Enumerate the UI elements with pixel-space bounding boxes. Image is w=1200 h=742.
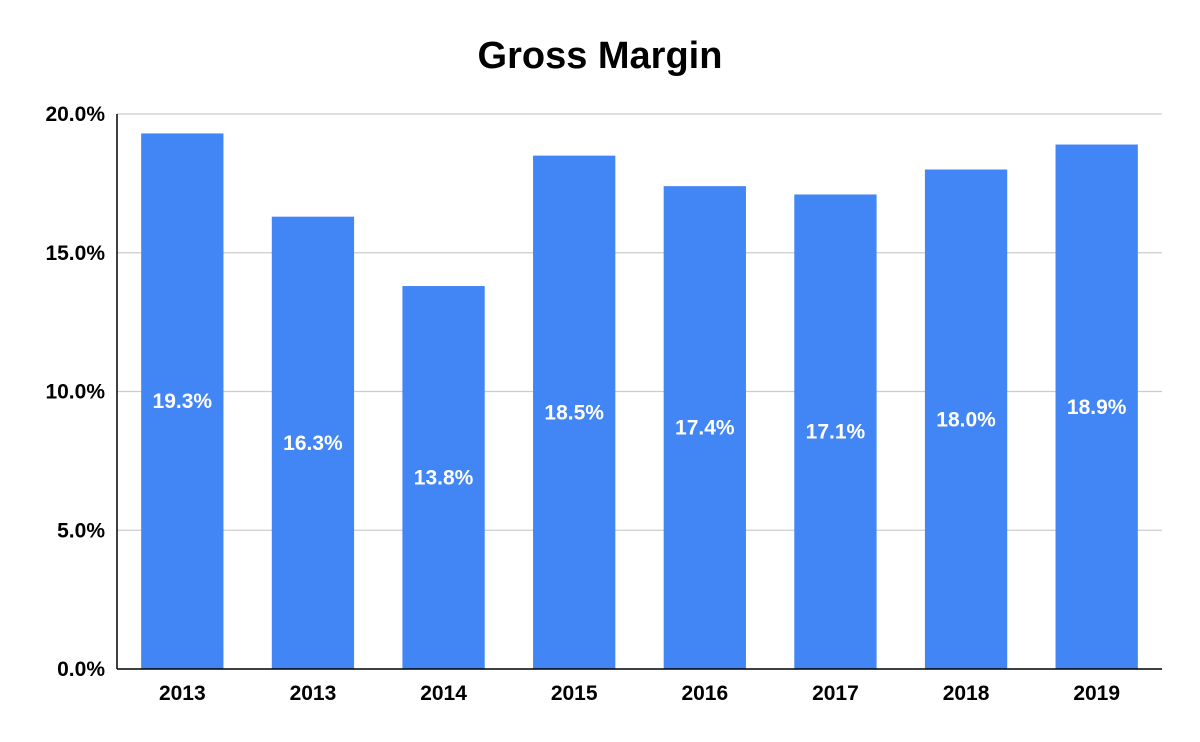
y-tick-label: 20.0%: [45, 103, 105, 126]
data-label: 18.0%: [936, 408, 996, 431]
x-tick-label: 2018: [943, 682, 990, 705]
data-label: 18.5%: [544, 401, 604, 424]
bar-2: [402, 286, 485, 669]
axes: [116, 114, 1162, 670]
y-tick-labels: 0.0% 5.0% 10.0% 15.0% 20.0%: [45, 103, 105, 681]
data-label: 19.3%: [153, 390, 213, 413]
bar-3: [533, 155, 616, 669]
x-tick-label: 2017: [812, 682, 859, 705]
data-label: 17.4%: [675, 417, 735, 440]
x-tick-label: 2016: [681, 682, 728, 705]
bar-6: [924, 169, 1008, 669]
bar-5: [794, 194, 877, 669]
data-label: 16.3%: [283, 432, 343, 455]
data-label: 17.1%: [806, 421, 866, 444]
bars: [141, 133, 1138, 670]
x-tick-label: 2014: [420, 682, 467, 705]
x-tick-labels: 2013 2013 2014 2015 2016 2017 2018 2019: [159, 682, 1120, 705]
bar-4: [663, 186, 746, 669]
data-label: 13.8%: [414, 467, 474, 490]
chart-title: Gross Margin: [477, 35, 723, 77]
x-tick-label: 2015: [551, 682, 598, 705]
x-tick-label: 2013: [290, 682, 337, 705]
data-label: 18.9%: [1067, 396, 1127, 419]
bar-0: [141, 133, 224, 670]
y-tick-label: 0.0%: [57, 658, 105, 681]
x-tick-label: 2019: [1073, 682, 1120, 705]
y-tick-label: 10.0%: [45, 381, 105, 404]
bar-7: [1055, 144, 1138, 669]
y-tick-label: 5.0%: [57, 519, 105, 542]
x-tick-label: 2013: [159, 682, 206, 705]
y-tick-label: 15.0%: [45, 242, 105, 265]
bar-1: [271, 216, 355, 670]
data-labels: 19.3% 16.3% 13.8% 18.5% 17.4% 17.1% 18.0% 18.9%: [153, 390, 1127, 489]
